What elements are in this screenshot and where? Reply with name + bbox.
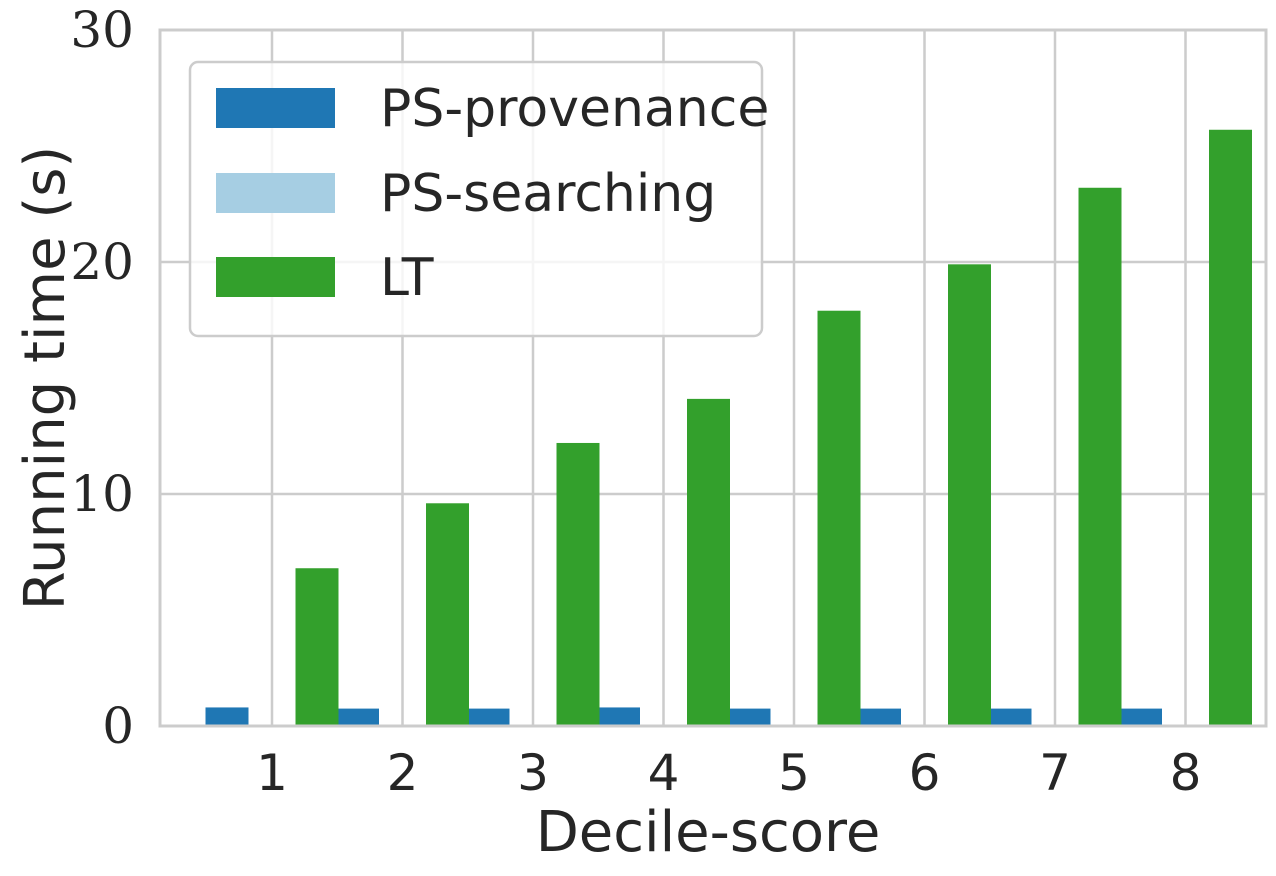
x-tick-label: 2 — [387, 744, 419, 802]
y-tick-labels: 0 10 20 30 — [70, 1, 134, 755]
x-tick-label: 7 — [1039, 744, 1071, 802]
plot-frame — [158, 28, 1268, 728]
bar-ps-provenance — [727, 708, 771, 726]
bar-ps-provenance — [597, 707, 640, 726]
y-tick-label: 30 — [70, 1, 134, 59]
bar-ps-provenance — [336, 708, 379, 726]
bar-ps-provenance — [858, 708, 901, 726]
bar-ps-provenance — [1119, 708, 1162, 726]
bars — [205, 129, 1252, 726]
x-tick-labels: 1 2 3 4 5 6 7 8 — [256, 744, 1201, 802]
x-tick-label: 1 — [256, 744, 288, 802]
y-tick-label: 10 — [70, 465, 134, 523]
x-tick-label: 4 — [648, 744, 680, 802]
y-axis-label: Running time (s) — [13, 146, 78, 610]
legend-swatch — [216, 88, 335, 128]
x-axis-label: Decile-score — [536, 800, 881, 865]
legend-label: PS-searching — [380, 164, 716, 224]
legend-items: PS-provenance PS-searching LT — [216, 79, 769, 308]
bar-lt — [295, 568, 339, 726]
bar-lt — [556, 442, 600, 726]
x-tick-label: 6 — [909, 744, 941, 802]
bar-lt — [1209, 129, 1252, 726]
bar-ps-provenance — [205, 707, 249, 726]
bar-lt — [687, 398, 730, 726]
bar-lt — [817, 310, 861, 726]
x-tick-label: 3 — [517, 744, 549, 802]
legend-swatch — [216, 173, 335, 213]
legend-label: LT — [380, 248, 434, 308]
bar-lt — [948, 264, 991, 726]
x-tick-label: 8 — [1170, 744, 1202, 802]
bar-lt — [426, 503, 469, 726]
bar-ps-provenance — [988, 708, 1032, 726]
legend-label: PS-provenance — [380, 79, 769, 139]
y-tick-label: 0 — [102, 697, 134, 755]
x-tick-label: 5 — [778, 744, 810, 802]
legend: PS-provenance PS-searching LT — [188, 60, 769, 338]
bar-ps-provenance — [466, 708, 510, 726]
y-tick-label: 20 — [70, 233, 134, 291]
bar-lt — [1078, 187, 1122, 726]
legend-swatch — [216, 257, 335, 297]
